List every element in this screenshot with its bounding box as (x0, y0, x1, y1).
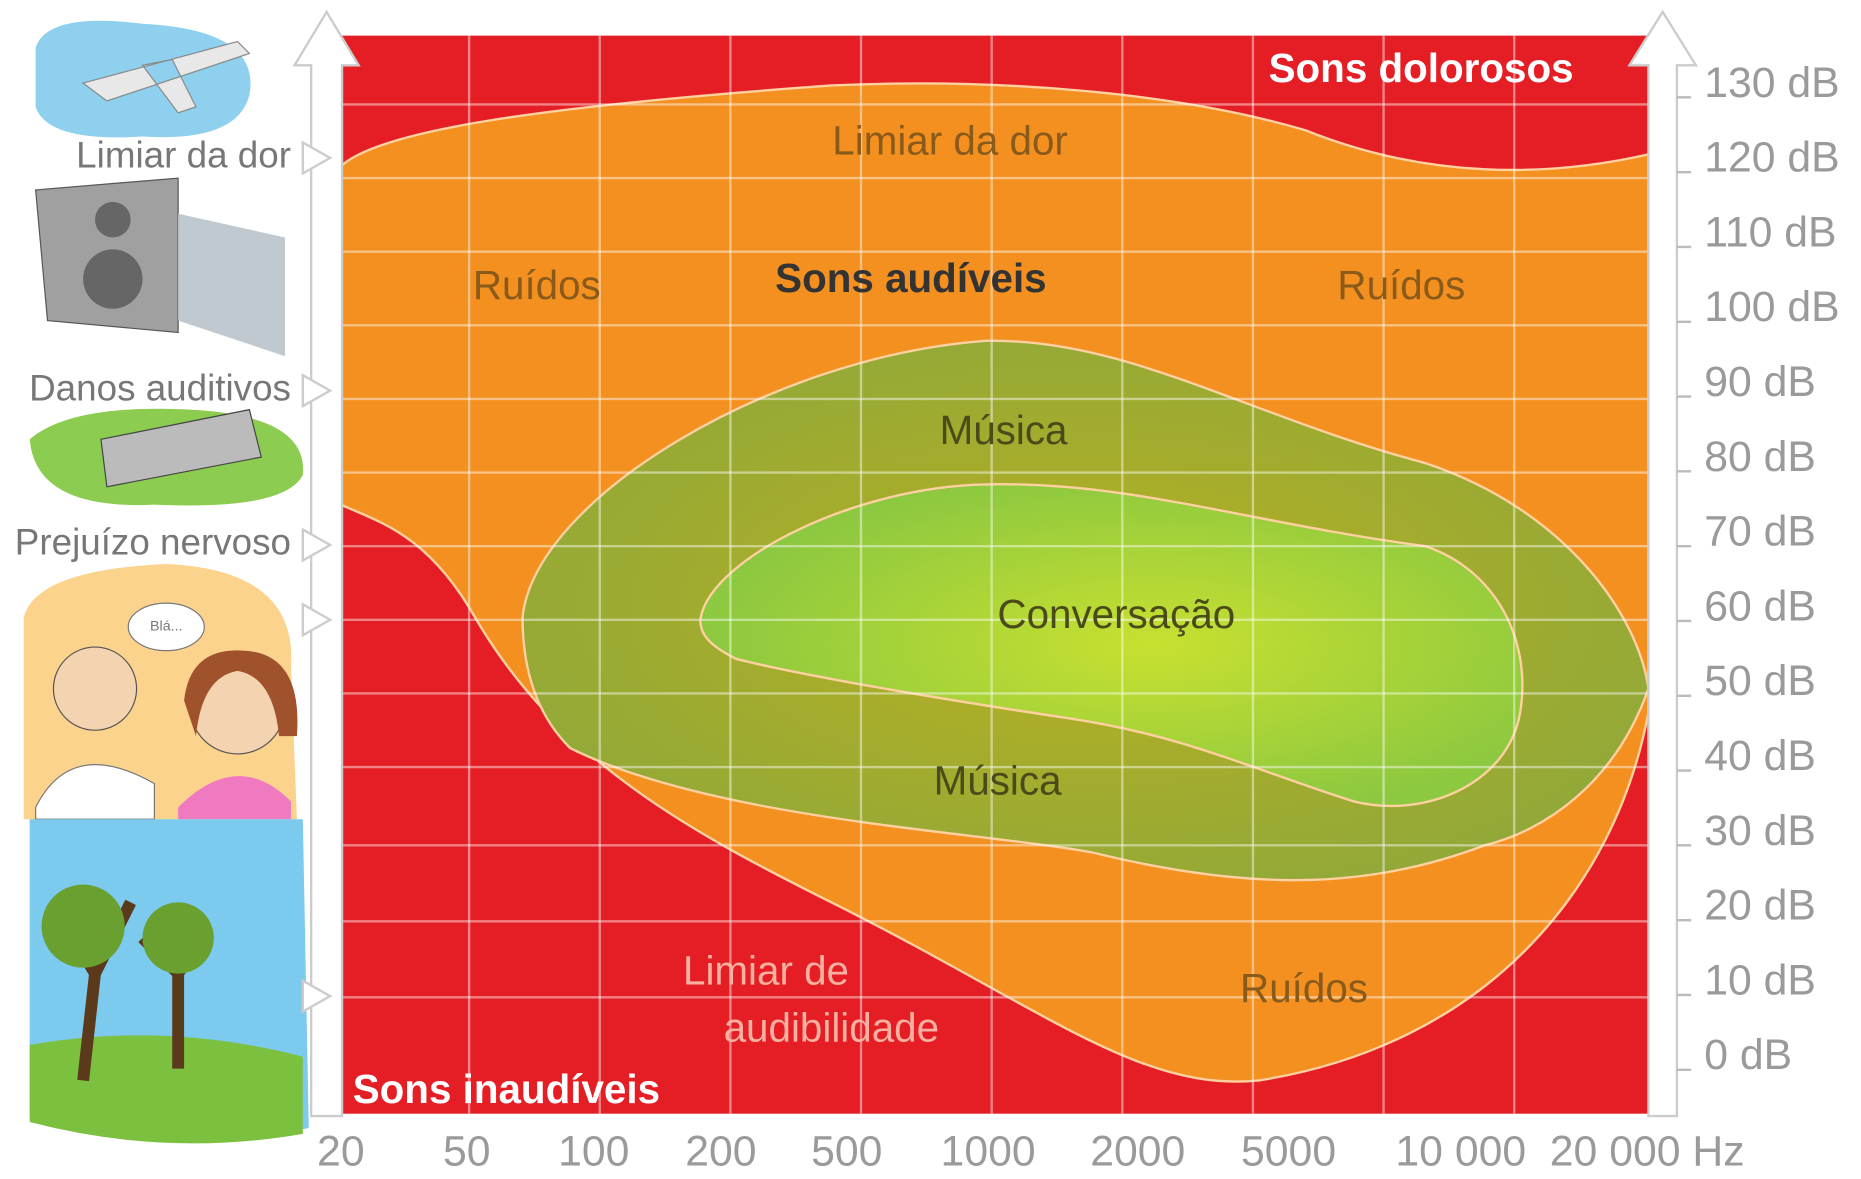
inaudible-label: Sons inaudíveis (353, 1066, 660, 1112)
x-tick-label: 500 (811, 1127, 882, 1175)
noise-label: Ruídos (473, 262, 601, 308)
music-label: Música (934, 757, 1062, 803)
illustrations (23, 20, 309, 1144)
x-axis: 20 50 100 200 500 1000 2000 5000 10 000 20 000 (317, 1127, 1680, 1175)
x-axis-unit: Hz (1692, 1127, 1744, 1175)
x-tick-label: 200 (685, 1127, 756, 1175)
left-label: Limiar da dor (76, 135, 291, 176)
pain-threshold-label: Limiar da dor (832, 117, 1068, 163)
x-tick-label: 100 (558, 1127, 629, 1175)
y-tick-label: 30 dB (1704, 807, 1816, 855)
conversation-area (699, 483, 1524, 808)
bubble-text: Blá... (150, 619, 182, 635)
x-tick-label: 20 (317, 1127, 365, 1175)
y-tick-label: 10 dB (1704, 956, 1816, 1004)
hearing-threshold-label: audibilidade (724, 1004, 939, 1050)
y-tick-label: 20 dB (1704, 882, 1816, 930)
x-tick-label: 10 000 (1395, 1127, 1526, 1175)
tick-marks (1676, 96, 1692, 1071)
axis-arrows (292, 9, 1699, 1118)
x-tick-label: 1000 (941, 1127, 1036, 1175)
hearing-threshold-label: Limiar de (683, 947, 849, 993)
y-tick-label: 80 dB (1704, 433, 1816, 481)
music-label: Música (940, 407, 1068, 453)
y-tick-label: 110 dB (1704, 208, 1836, 256)
y-tick-label: 0 dB (1704, 1031, 1792, 1079)
left-label: Danos auditivos (29, 367, 291, 408)
left-label: Prejuízo nervoso (15, 522, 291, 563)
x-tick-label: 20 000 (1550, 1127, 1681, 1175)
conversation-label: Conversação (997, 591, 1235, 637)
x-tick-label: 5000 (1241, 1127, 1336, 1175)
y-tick-label: 60 dB (1704, 582, 1816, 630)
y-tick-label: 40 dB (1704, 732, 1816, 780)
x-tick-label: 50 (443, 1127, 491, 1175)
y-axis: 130 dB 120 dB 110 dB 100 dB 90 dB 80 dB 70 dB 6… (1704, 59, 1839, 1079)
noise-label: Ruídos (1337, 262, 1465, 308)
y-tick-label: 70 dB (1704, 508, 1816, 556)
y-tick-label: 120 dB (1704, 134, 1839, 182)
noise-label: Ruídos (1240, 965, 1368, 1011)
y-tick-label: 130 dB (1704, 59, 1839, 107)
painful-label: Sons dolorosos (1269, 45, 1574, 91)
audible-label: Sons audíveis (775, 255, 1046, 301)
grid (340, 35, 1649, 1114)
y-tick-label: 90 dB (1704, 358, 1816, 406)
y-tick-label: 100 dB (1704, 283, 1839, 331)
x-tick-label: 2000 (1090, 1127, 1185, 1175)
y-tick-label: 50 dB (1704, 657, 1816, 705)
